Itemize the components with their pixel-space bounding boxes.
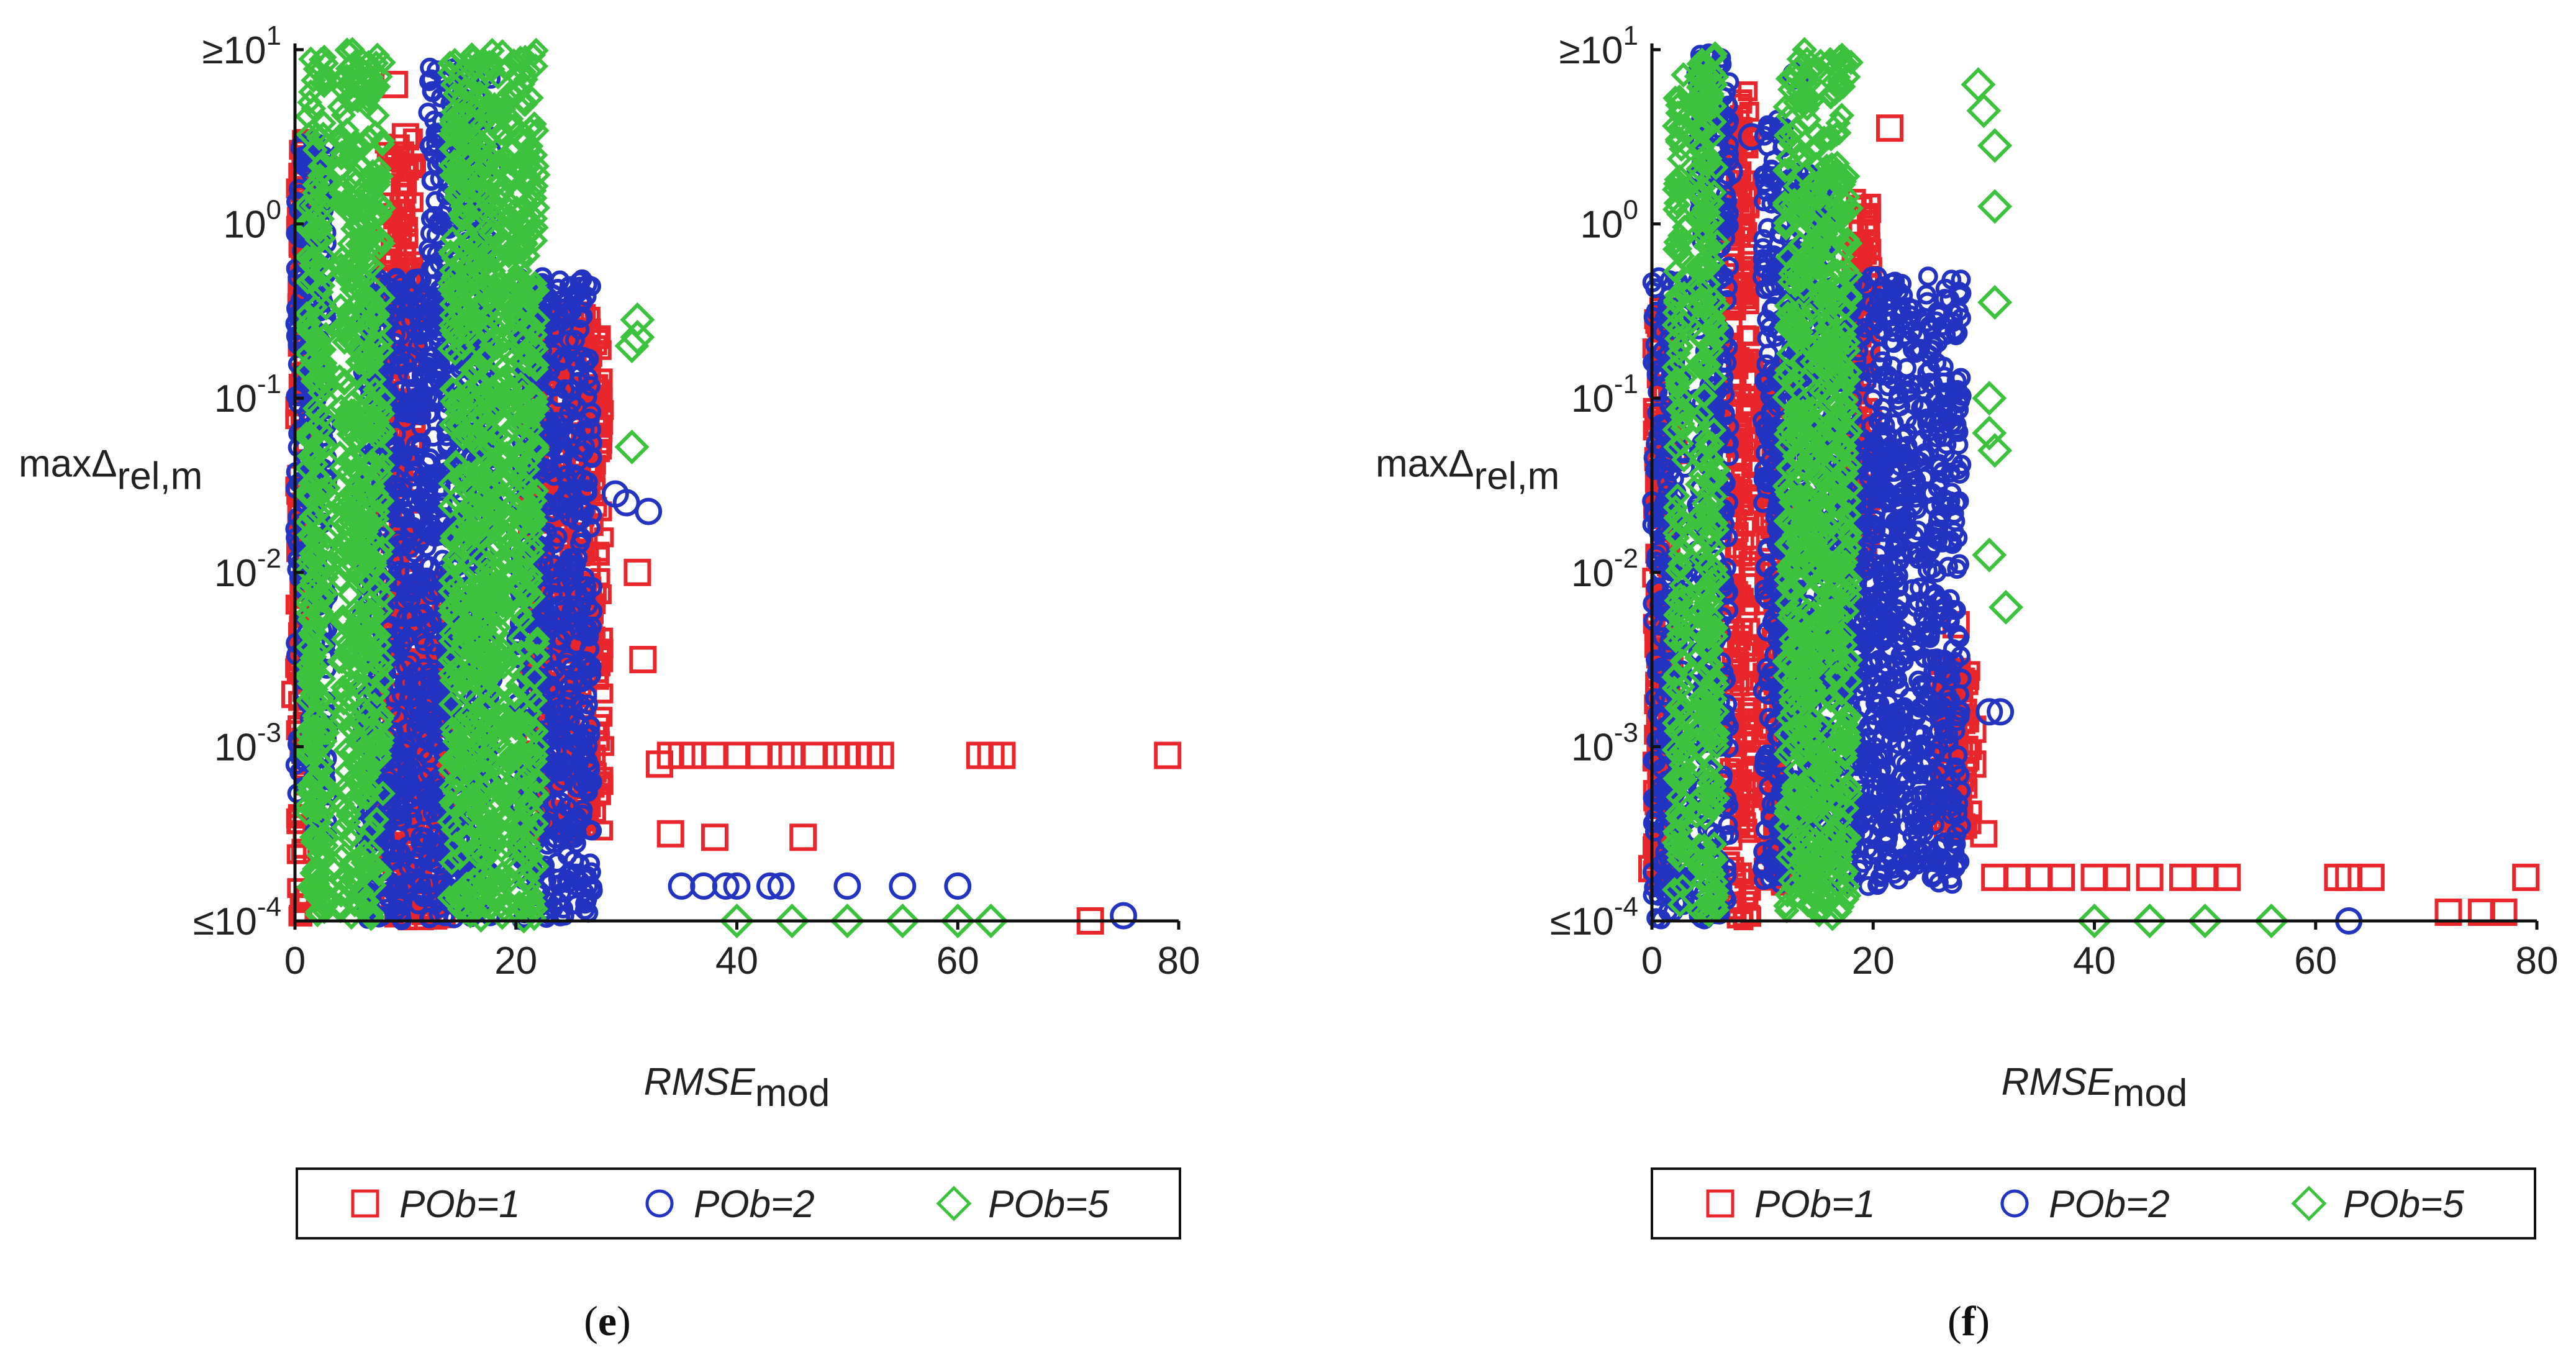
data-point	[392, 199, 413, 220]
data-point	[635, 497, 663, 525]
data-point	[701, 741, 728, 769]
data-point	[402, 128, 423, 148]
data-point	[944, 872, 972, 900]
data-point	[1110, 902, 1138, 930]
data-point	[624, 558, 651, 586]
data-point	[380, 148, 401, 168]
data-point	[1154, 741, 1182, 769]
data-point	[397, 175, 417, 196]
data-point	[723, 741, 751, 769]
data-point	[591, 325, 611, 346]
data-point	[398, 857, 419, 877]
data-point	[800, 741, 828, 769]
data-point	[620, 302, 655, 337]
data-point	[668, 872, 696, 900]
data-point	[745, 741, 773, 769]
data-point	[833, 872, 861, 900]
data-point	[614, 429, 650, 465]
data-point	[656, 820, 684, 848]
data-point	[988, 741, 1016, 769]
data-point	[286, 844, 307, 864]
data-point	[889, 872, 917, 900]
data-point	[701, 823, 728, 851]
data-point	[391, 123, 419, 151]
data-point	[789, 823, 817, 851]
data-point	[866, 741, 894, 769]
data-point	[690, 872, 718, 900]
plot-area	[281, 37, 1182, 938]
data-point	[629, 646, 657, 674]
y-tick-label: ≥101	[202, 20, 281, 72]
